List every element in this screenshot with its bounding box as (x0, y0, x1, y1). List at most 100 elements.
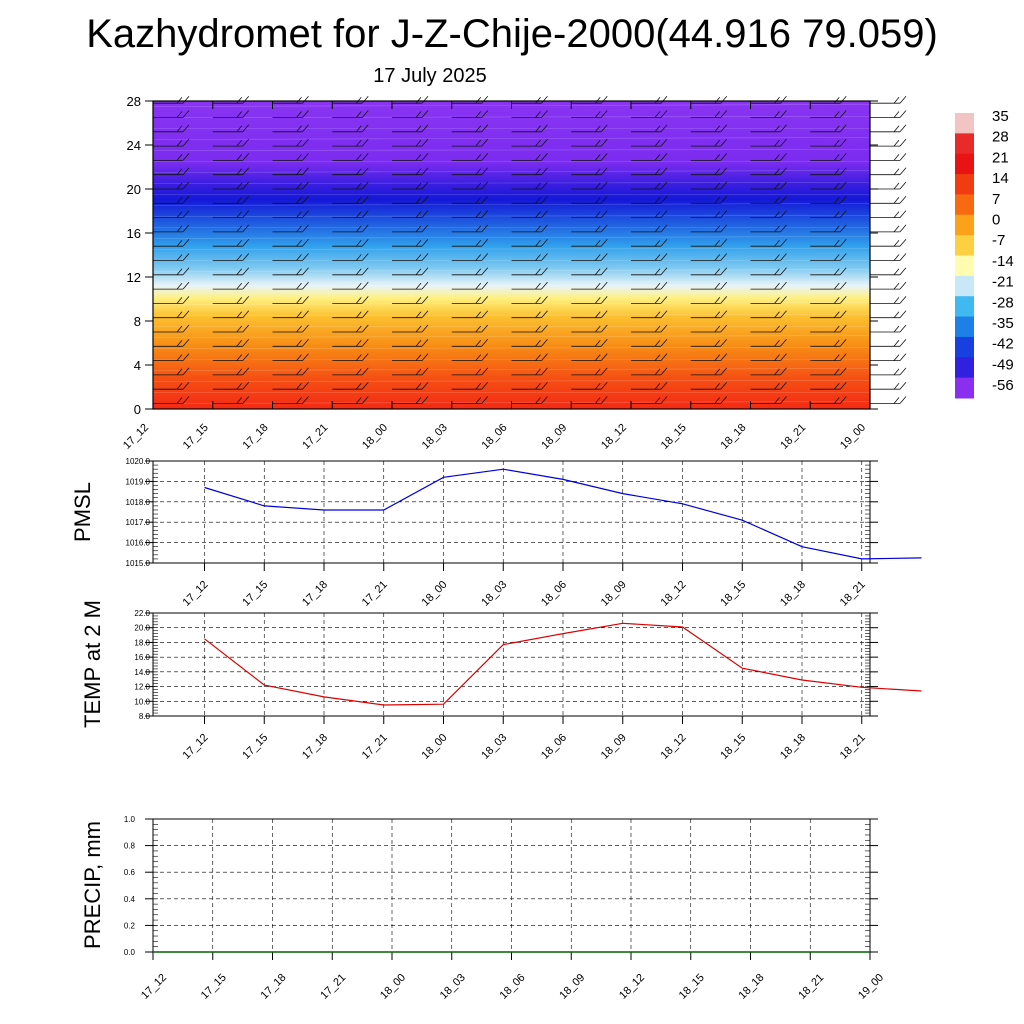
wind-barb-flag (481, 367, 489, 376)
wind-barb-flag (176, 125, 183, 133)
contour-line (152, 335, 871, 338)
wind-barb-flag (176, 239, 183, 247)
wind-barb-flag (182, 339, 190, 347)
temp-xtick-label: 18_09 (599, 732, 629, 762)
wind-barb-flag (720, 324, 728, 333)
wind-barb-flag (182, 353, 190, 361)
wind-barb-flag (660, 181, 668, 190)
wind-barb-flag (475, 125, 482, 133)
wind-barb-flag (654, 225, 661, 233)
wind-barb-flag (833, 254, 840, 261)
wind-barb-flag (714, 239, 721, 247)
colorbar-swatch (955, 174, 974, 195)
wind-barb-flag (594, 139, 601, 147)
wind-barb-flag (296, 182, 302, 190)
wind-barb-flag (236, 96, 243, 104)
wind-barb-flag (839, 167, 847, 175)
wind-barb-flag (182, 253, 190, 261)
wind-barb-flag (654, 397, 661, 404)
wind-barb-flag (660, 138, 668, 147)
wind-barb-flag (720, 267, 728, 276)
wind-barb-flag (541, 95, 548, 104)
pmsl-xtick-label: 18_21 (838, 579, 868, 609)
wind-barb-flag (421, 324, 429, 333)
wind-barb-flag (361, 367, 369, 376)
wind-barb-flag (600, 296, 608, 304)
wind-barb-flag (780, 196, 787, 204)
chart-subtitle: 17 July 2025 (373, 65, 487, 87)
wind-barb-flag (355, 225, 362, 233)
wind-barb-flag (899, 367, 907, 376)
precip-xtick-label: 17_12 (139, 972, 169, 1002)
wind-barb-flag (535, 239, 541, 247)
wind-barb-flag (535, 211, 541, 218)
heatmap-xtick-label: 18_09 (539, 422, 569, 452)
wind-barb-flag (660, 167, 668, 175)
wind-barb-flag (833, 368, 840, 376)
wind-barb-flag (899, 296, 907, 304)
wind-barb-flag (839, 95, 847, 104)
wind-barb-flag (481, 253, 489, 261)
wind-barb-flag (236, 268, 243, 276)
wind-barb-flag (296, 282, 302, 290)
wind-barb-flag (296, 268, 302, 276)
wind-barb-flag (296, 168, 302, 175)
wind-barb-flag (720, 281, 728, 290)
wind-barb-flag (176, 325, 183, 333)
contour-line (152, 236, 871, 239)
wind-barb-flag (660, 353, 668, 361)
wind-barb-flag (594, 111, 601, 118)
wind-barb-flag (236, 168, 243, 175)
wind-barb-flag (780, 296, 787, 304)
wind-barb-flag (302, 95, 309, 104)
wind-barb-flag (600, 310, 608, 318)
wind-barb-flag (415, 197, 422, 204)
wind-barb-flag (236, 368, 243, 376)
wind-barb-flag (535, 225, 541, 233)
wind-barb-flag (541, 310, 548, 318)
wind-barb-flag (720, 181, 728, 190)
wind-barb-flag (475, 154, 482, 161)
wind-barb-flag (594, 354, 601, 361)
wind-barb-flag (600, 181, 608, 190)
wind-barb-flag (535, 354, 541, 361)
wind-barb-flag (355, 211, 362, 218)
heatmap-xtick-label: 18_00 (360, 422, 390, 452)
wind-barb-flag (236, 325, 243, 333)
wind-barb-flag (660, 153, 668, 161)
wind-barb-flag (296, 340, 302, 347)
wind-barb-flag (541, 181, 548, 190)
wind-barb-flag (660, 95, 668, 104)
wind-barb-flag (296, 297, 302, 304)
precip-xtick-label: 18_06 (498, 972, 528, 1002)
wind-barb-flag (833, 397, 840, 404)
colorbar-label: 28 (992, 129, 1009, 146)
wind-barb-flag (355, 340, 362, 347)
wind-barb-flag (774, 297, 780, 304)
wind-barb-flag (594, 268, 601, 276)
wind-barb-flag (720, 124, 728, 133)
wind-barb-flag (242, 353, 250, 361)
wind-barb-flag (720, 210, 728, 218)
precip-xtick-label: 18_09 (557, 972, 587, 1002)
temp-xtick-label: 18_15 (718, 732, 748, 762)
wind-barb-flag (714, 168, 721, 175)
wind-barb-flag (541, 196, 548, 204)
precip-ytick-label: 0.6 (124, 868, 136, 877)
wind-barb-flag (594, 211, 601, 218)
temp-ytick-label: 12.0 (134, 683, 150, 692)
wind-barb-flag (182, 224, 190, 233)
wind-barb-flag (893, 154, 900, 161)
pmsl-xtick-label: 17_12 (181, 579, 211, 609)
temp-xtick-label: 18_12 (659, 732, 689, 762)
wind-barb-flag (780, 210, 787, 218)
contour-line (152, 281, 871, 283)
wind-barb-flag (714, 311, 721, 318)
pmsl-ytick-label: 1018.0 (126, 498, 151, 507)
wind-barb-flag (893, 382, 900, 390)
contour-line (152, 380, 871, 382)
wind-barb-flag (541, 267, 548, 276)
wind-barb-flag (535, 96, 541, 104)
wind-barb-flag (302, 153, 309, 161)
wind-barb-flag (594, 340, 601, 347)
